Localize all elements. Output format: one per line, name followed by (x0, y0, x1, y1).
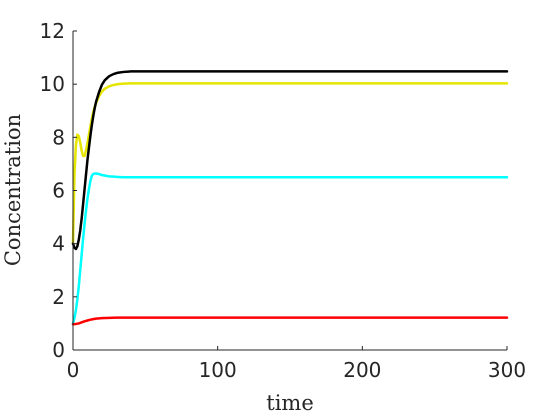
x-tick-label: 200 (343, 358, 381, 382)
ticks-layer: 0 100 200 300 0 2 4 6 8 10 12 (40, 19, 527, 382)
series-line-3 (71, 316, 509, 326)
series-layer (71, 70, 509, 326)
y-tick-label: 8 (52, 125, 65, 149)
y-tick-label: 12 (40, 19, 65, 43)
series-line-1 (71, 70, 509, 251)
x-tick-label: 300 (488, 358, 526, 382)
x-tick-label: 0 (67, 358, 80, 382)
series-line-2 (71, 172, 509, 325)
y-tick-label: 2 (52, 285, 65, 309)
y-tick-label: 0 (52, 338, 65, 362)
x-axis-label: time (266, 391, 314, 415)
y-tick-label: 6 (52, 179, 65, 203)
axes-layer (72, 31, 507, 351)
y-axis-label: Concentration (1, 114, 25, 266)
y-tick-label: 4 (52, 232, 65, 256)
y-tick-label: 10 (40, 72, 65, 96)
x-tick-label: 100 (199, 358, 237, 382)
series-line-0 (71, 82, 509, 245)
